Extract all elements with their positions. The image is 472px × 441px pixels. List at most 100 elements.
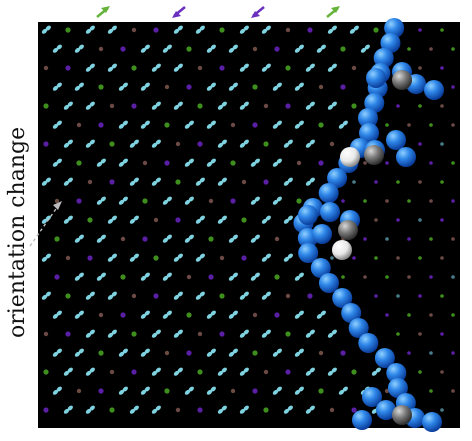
cyan-particle [206, 310, 216, 319]
particle-lobe [250, 237, 257, 243]
particle-lobe [177, 25, 183, 31]
particle-lobe [283, 218, 290, 224]
purple-particle [219, 65, 225, 71]
particle-lobe [221, 101, 227, 107]
particle-lobe [250, 161, 257, 167]
particle-lobe [151, 332, 158, 338]
domain-wall [293, 18, 444, 432]
small-particle [440, 370, 444, 374]
green-particle [318, 388, 324, 394]
wall-sphere [312, 224, 332, 244]
particle-lobe [151, 104, 158, 110]
green-particle [98, 350, 104, 356]
purple-particle [307, 27, 313, 33]
cyan-particle [261, 291, 271, 300]
brown-particle [241, 179, 247, 185]
particle-lobe [254, 234, 260, 240]
particle-lobe [188, 158, 194, 164]
cyan-particle [327, 25, 337, 34]
brown-particle [252, 46, 258, 52]
green-particle [164, 388, 170, 394]
particle-lobe [305, 66, 312, 72]
particle-lobe [111, 215, 117, 221]
particle-lobe [85, 66, 92, 72]
particle-lobe [305, 180, 312, 186]
particle-lobe [118, 123, 125, 129]
particle-lobe [173, 104, 180, 110]
particle-lobe [316, 47, 323, 53]
particle-lobe [140, 389, 147, 395]
cyan-particle [272, 386, 282, 395]
particle-lobe [338, 389, 345, 395]
particle-lobe [272, 85, 279, 91]
particle-lobe [232, 348, 238, 354]
small-particle [418, 370, 422, 374]
wall-sphere [332, 288, 353, 308]
particle-lobe [85, 370, 92, 376]
particle-lobe [217, 104, 224, 110]
cyan-particle [217, 139, 227, 148]
particle-lobe [63, 142, 70, 148]
particle-lobe [239, 142, 246, 148]
cyan-particle [239, 405, 249, 414]
small-particle [363, 199, 367, 203]
particle-lobe [107, 294, 114, 300]
grey-defect-sphere [338, 220, 358, 240]
particle-lobe [74, 47, 81, 53]
particle-lobe [188, 120, 194, 126]
particle-lobe [78, 234, 84, 240]
particle-lobe [140, 351, 147, 357]
green-particle [120, 274, 126, 280]
cyan-particle [360, 44, 370, 53]
particle-lobe [45, 253, 51, 259]
particle-lobe [74, 313, 81, 319]
purple-particle [340, 84, 346, 90]
particle-lobe [173, 256, 180, 262]
cyan-particle [140, 44, 150, 53]
cyan-particle [327, 63, 337, 72]
cyan-particle [151, 101, 161, 110]
particle-lobe [327, 28, 334, 34]
small-particle [451, 351, 455, 355]
cyan-particle [250, 158, 260, 167]
particle-lobe [287, 405, 293, 411]
cyan-particle [250, 272, 260, 281]
green-particle [296, 198, 302, 204]
particle-lobe [166, 234, 172, 240]
brown-particle [76, 122, 82, 128]
particle-lobe [276, 120, 282, 126]
particle-lobe [261, 66, 268, 72]
particle-lobe [272, 161, 279, 167]
particle-lobe [265, 253, 271, 259]
cyan-particle [228, 348, 238, 357]
cyan-particle [338, 120, 348, 129]
purple-particle [131, 369, 137, 375]
small-particle [374, 294, 378, 298]
particle-lobe [184, 199, 191, 205]
particle-lobe [265, 63, 271, 69]
particle-lobe [243, 139, 249, 145]
particle-lobe [199, 291, 205, 297]
purple-particle [263, 179, 269, 185]
green-particle [131, 331, 137, 337]
particle-lobe [45, 291, 51, 297]
particle-lobe [67, 405, 73, 411]
particle-lobe [199, 253, 205, 259]
particle-lobe [85, 408, 92, 414]
purple-particle [197, 407, 203, 413]
cyan-particle [173, 101, 183, 110]
particle-lobe [52, 123, 59, 129]
particle-lobe [74, 85, 81, 91]
particle-lobe [78, 272, 84, 278]
particle-lobe [111, 25, 117, 31]
particle-lobe [305, 142, 312, 148]
wall-sphere [341, 303, 362, 323]
wall-sphere [366, 68, 386, 88]
particle-lobe [140, 275, 147, 281]
cyan-particle [239, 25, 249, 34]
brown-particle [54, 198, 60, 204]
particle-lobe [232, 44, 238, 50]
particle-lobe [265, 291, 271, 297]
cyan-particle [184, 234, 194, 243]
particle-lobe [85, 332, 92, 338]
